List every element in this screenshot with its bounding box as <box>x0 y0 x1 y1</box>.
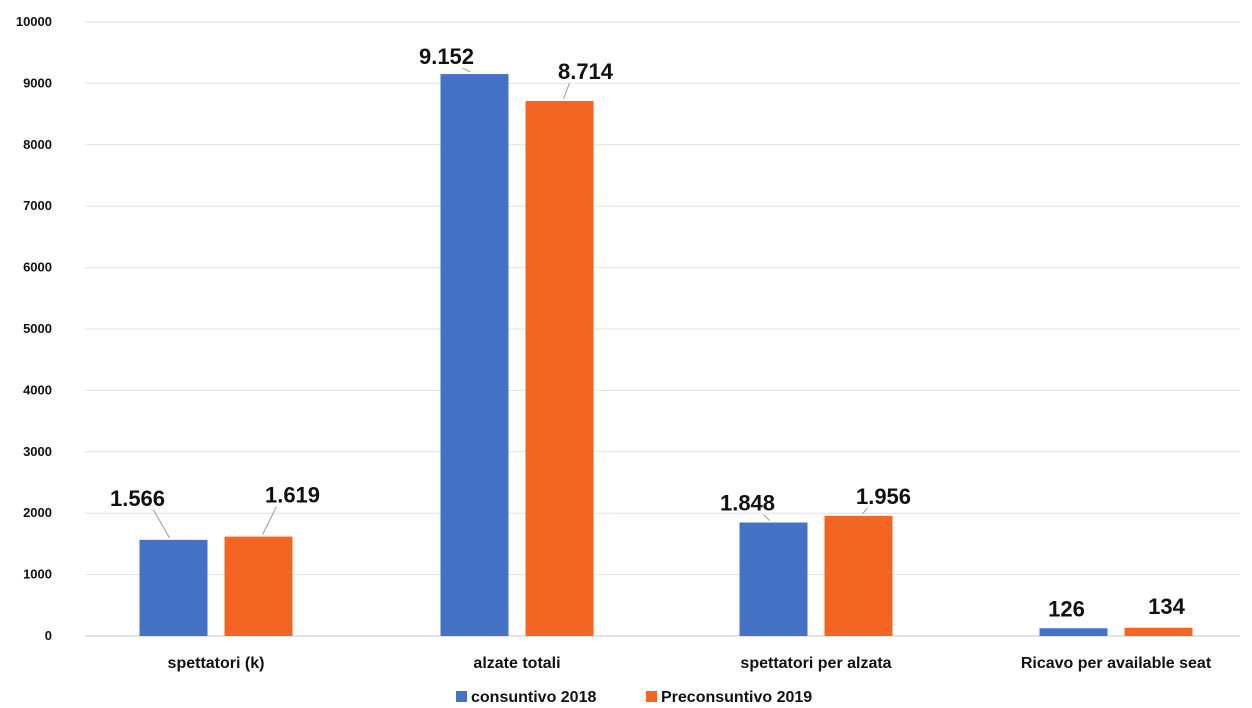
data-labels: 1.566 1.619 9.152 8.714 1.848 1.956 126 134 <box>110 44 1186 621</box>
bar-consuntivo-2018-3 <box>1039 628 1108 636</box>
data-label: 1.619 <box>265 483 320 508</box>
data-label-leader <box>862 507 868 515</box>
bar-consuntivo-2018-2 <box>739 522 808 636</box>
bar-consuntivo-2018-1 <box>440 74 509 636</box>
y-tick-label: 2000 <box>23 505 52 520</box>
data-label-leader <box>563 82 570 100</box>
bar-preconsuntivo-2019-0 <box>224 536 293 636</box>
data-label: 1.848 <box>720 491 775 516</box>
y-tick-label: 0 <box>45 628 52 643</box>
bar-preconsuntivo-2019-2 <box>824 515 893 636</box>
y-axis: 0 1000 2000 3000 4000 5000 6000 7000 8000 9000 100… <box>16 14 52 643</box>
x-tick-label: alzate totali <box>473 655 560 672</box>
y-tick-label: 3000 <box>23 444 52 459</box>
y-tick-label: 5000 <box>23 321 52 336</box>
bar-consuntivo-2018-0 <box>139 539 208 636</box>
y-tick-label: 10000 <box>16 14 52 29</box>
data-label-leaders <box>153 67 868 539</box>
bar-preconsuntivo-2019-1 <box>525 100 594 637</box>
bars <box>139 74 1193 637</box>
bar-preconsuntivo-2019-3 <box>1124 627 1193 636</box>
data-label: 1.956 <box>856 484 911 509</box>
legend-label-consuntivo-2018: consuntivo 2018 <box>471 689 596 706</box>
x-tick-label: spettatori (k) <box>168 655 265 672</box>
y-tick-label: 8000 <box>23 137 52 152</box>
data-label: 126 <box>1048 596 1085 621</box>
data-label: 8.714 <box>558 59 614 84</box>
data-label: 134 <box>1148 594 1185 619</box>
y-tick-label: 7000 <box>23 198 52 213</box>
data-label-leader <box>153 509 170 539</box>
legend-label-preconsuntivo-2019: Preconsuntivo 2019 <box>661 689 812 706</box>
x-tick-label: Ricavo per available seat <box>1021 655 1212 672</box>
data-label-leader <box>763 514 770 521</box>
data-label-leader <box>262 506 277 535</box>
y-tick-label: 4000 <box>23 382 52 397</box>
y-tick-label: 1000 <box>23 567 52 582</box>
y-tick-label: 6000 <box>23 260 52 275</box>
y-tick-label: 9000 <box>23 75 52 90</box>
x-axis: spettatori (k) alzate totali spettatori pe… <box>168 655 1212 672</box>
x-tick-label: spettatori per alzata <box>740 655 891 672</box>
data-label: 1.566 <box>110 486 165 511</box>
data-label-leader <box>462 67 471 73</box>
legend: consuntivo 2018 Preconsuntivo 2019 <box>456 689 812 706</box>
legend-swatch-consuntivo-2018 <box>456 691 467 702</box>
legend-swatch-preconsuntivo-2019 <box>646 691 657 702</box>
data-label: 9.152 <box>419 44 474 69</box>
